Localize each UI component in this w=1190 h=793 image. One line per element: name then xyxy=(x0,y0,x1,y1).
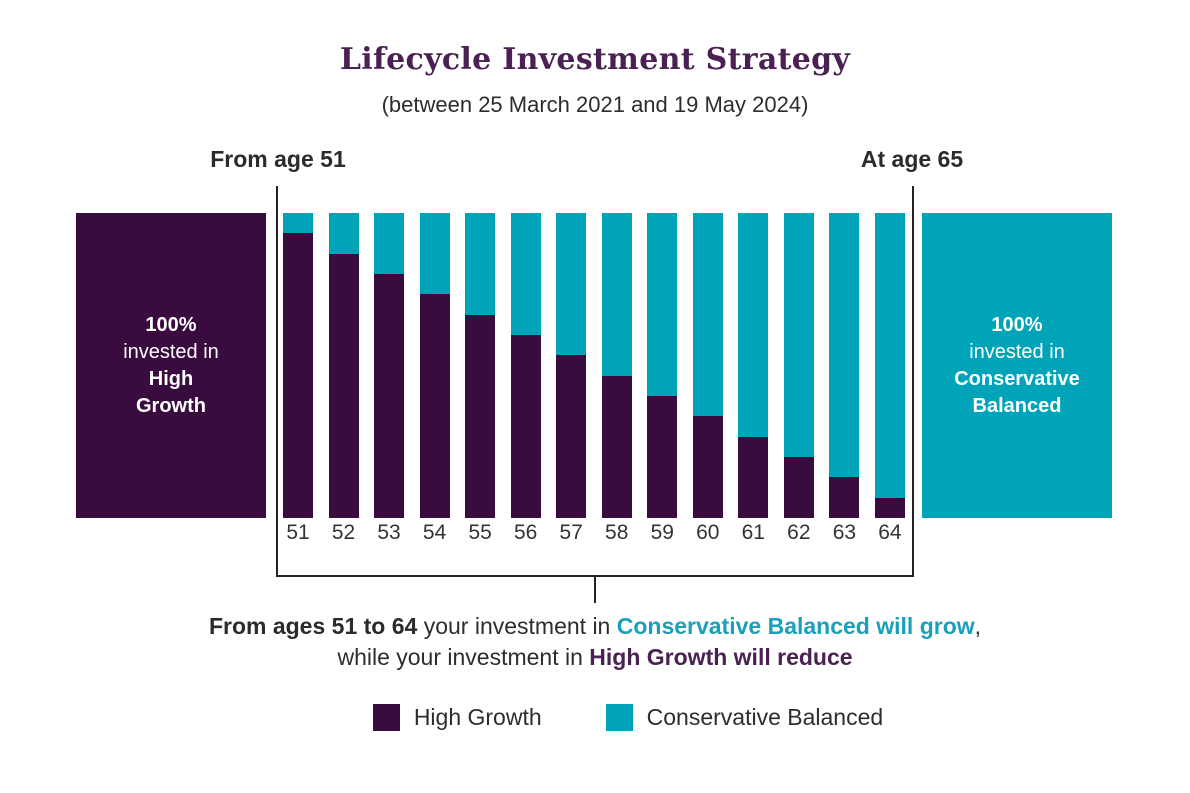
age-tick-58: 58 xyxy=(605,521,629,544)
bar-age-62 xyxy=(783,213,814,518)
age-tick-52: 52 xyxy=(331,521,356,544)
segment-conservative-balanced xyxy=(374,213,405,274)
bar-age-51 xyxy=(283,213,313,518)
segment-conservative-balanced xyxy=(874,213,905,498)
legend-label-high-growth: High Growth xyxy=(413,704,542,730)
segment-high-growth xyxy=(738,436,769,518)
segment-high-growth xyxy=(601,375,632,518)
segment-conservative-balanced xyxy=(510,213,541,335)
segment-conservative-balanced xyxy=(601,213,632,376)
caption-line-2: while your investment in High Growth wil… xyxy=(337,644,853,670)
right-block-invested-in: invested in xyxy=(969,340,1065,363)
segment-high-growth xyxy=(783,457,814,518)
age-tick-51: 51 xyxy=(286,521,310,544)
bar-age-63 xyxy=(829,213,860,518)
segment-conservative-balanced xyxy=(419,213,450,295)
segment-conservative-balanced xyxy=(692,213,723,417)
segment-conservative-balanced xyxy=(328,213,359,254)
right-block-percent: 100% xyxy=(991,313,1043,336)
bar-age-53 xyxy=(374,213,405,518)
left-block-invested-in: invested in xyxy=(123,340,219,363)
segment-high-growth xyxy=(647,396,678,518)
age-tick-55: 55 xyxy=(468,521,492,544)
segment-conservative-balanced xyxy=(738,213,769,437)
age-tick-56: 56 xyxy=(513,521,538,544)
bar-age-57 xyxy=(556,213,587,518)
age-tick-60: 60 xyxy=(696,521,720,544)
segment-high-growth xyxy=(829,477,860,518)
bar-age-61 xyxy=(738,213,769,518)
bar-age-54 xyxy=(419,213,450,518)
segment-high-growth xyxy=(510,335,541,518)
bar-age-56 xyxy=(510,213,541,518)
high-growth-swatch-icon xyxy=(372,704,400,731)
legend-item-high-growth: High Growth xyxy=(372,704,542,731)
segment-high-growth xyxy=(419,294,450,518)
segment-high-growth xyxy=(692,416,723,518)
segment-high-growth xyxy=(874,497,905,518)
legend-item-conservative-balanced: Conservative Balanced xyxy=(605,704,884,731)
segment-conservative-balanced xyxy=(829,213,860,478)
segment-conservative-balanced xyxy=(556,213,587,356)
segment-high-growth xyxy=(374,274,405,518)
conservative-balanced-100-block: 100% invested in Conservative Balanced xyxy=(922,213,1112,518)
segment-conservative-balanced xyxy=(283,213,313,234)
segment-conservative-balanced xyxy=(647,213,678,396)
age-tick-53: 53 xyxy=(377,521,401,544)
age-tick-64: 64 xyxy=(878,521,902,544)
bar-age-58 xyxy=(601,213,632,518)
legend: High Growth Conservative Balanced xyxy=(33,704,1190,731)
segment-high-growth xyxy=(465,314,496,518)
bar-age-60 xyxy=(692,213,723,518)
segment-high-growth xyxy=(328,253,359,518)
legend-label-conservative-balanced: Conservative Balanced xyxy=(646,704,884,730)
bar-age-59 xyxy=(647,213,678,518)
age-tick-62: 62 xyxy=(787,521,811,544)
left-block-percent: 100% xyxy=(145,313,197,336)
age-tick-54: 54 xyxy=(422,521,447,544)
high-growth-100-block: 100% invested in High Growth xyxy=(76,213,266,518)
age-tick-61: 61 xyxy=(741,521,765,544)
caption-ages-range: From ages 51 to 64 xyxy=(208,613,418,639)
caption-line-1: From ages 51 to 64 your investment in Co… xyxy=(208,613,982,639)
bar-age-64 xyxy=(874,213,905,518)
bar-age-55 xyxy=(465,213,496,518)
age-tick-59: 59 xyxy=(650,521,674,544)
age-tick-63: 63 xyxy=(832,521,857,544)
caption-high-growth-reduce: High Growth will reduce xyxy=(589,644,853,670)
at-age-label: At age 65 xyxy=(860,146,964,172)
bracket-center-tick xyxy=(594,575,596,603)
conservative-balanced-swatch-icon xyxy=(605,704,633,731)
left-block-fund-name: High Growth xyxy=(136,367,206,417)
caption: From ages 51 to 64 your investment in Co… xyxy=(0,611,1190,673)
stacked-bar-chart xyxy=(283,213,905,518)
segment-conservative-balanced xyxy=(465,213,496,315)
segment-high-growth xyxy=(283,233,313,518)
age-tick-57: 57 xyxy=(559,521,583,544)
x-axis-age-labels: 51 52 53 54 55 56 57 58 59 60 61 62 63 64 xyxy=(283,521,905,545)
segment-high-growth xyxy=(556,355,587,518)
segment-conservative-balanced xyxy=(783,213,814,457)
right-block-fund-name: Conservative Balanced xyxy=(954,367,1080,417)
from-age-label: From age 51 xyxy=(210,146,346,172)
bracket-right-line xyxy=(912,186,914,577)
page-subtitle: (between 25 March 2021 and 19 May 2024) xyxy=(381,92,809,117)
page-title: Lifecycle Investment Strategy xyxy=(339,42,851,77)
bar-age-52 xyxy=(328,213,359,518)
bracket-left-line xyxy=(276,186,278,577)
caption-conservative-grow: Conservative Balanced will grow xyxy=(616,613,975,639)
